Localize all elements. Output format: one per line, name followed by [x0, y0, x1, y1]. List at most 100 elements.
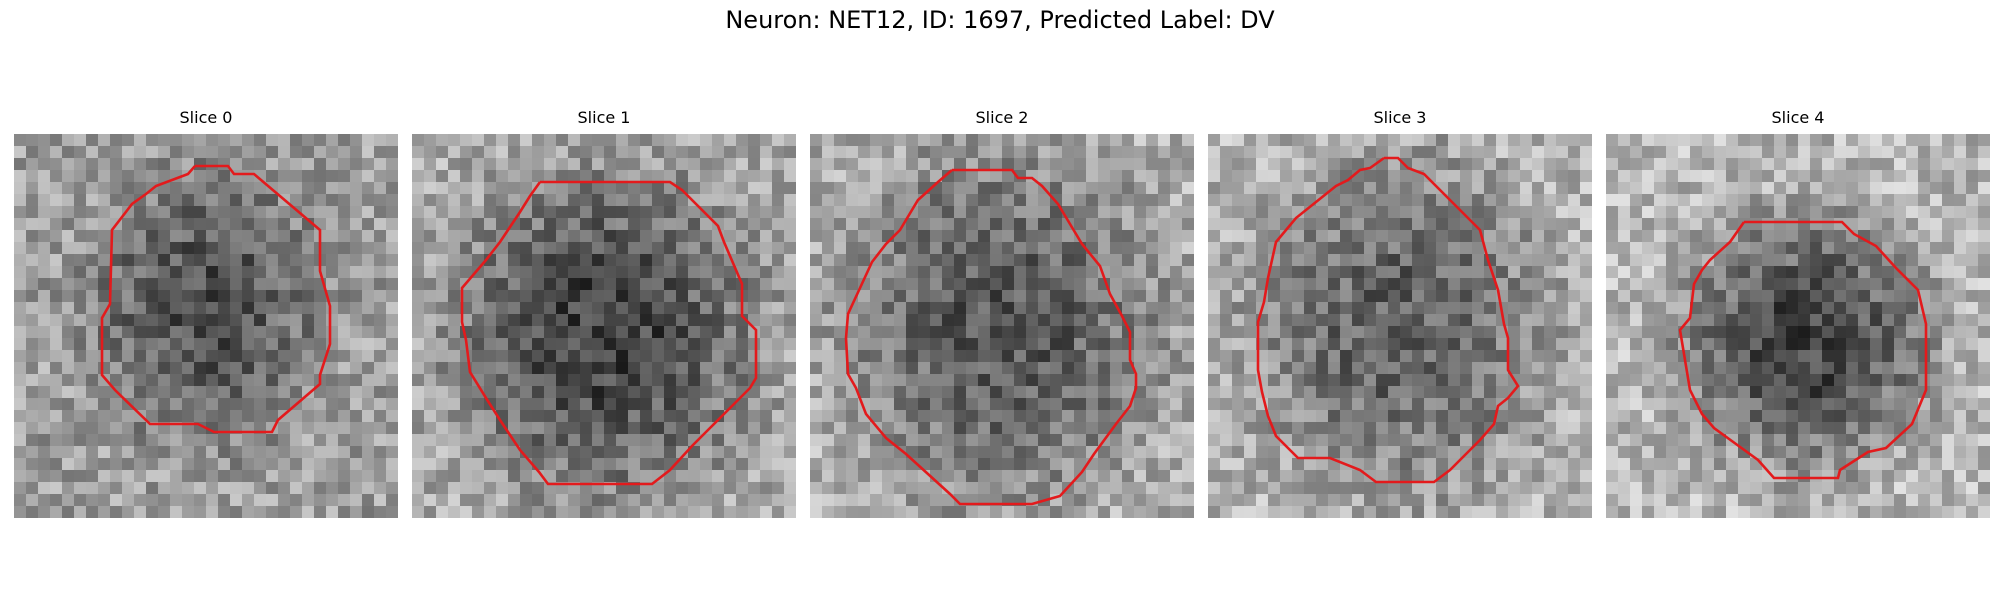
pixel: [1798, 278, 1811, 291]
pixel: [1714, 194, 1727, 207]
pixel: [484, 410, 497, 423]
pixel: [1220, 398, 1233, 411]
pixel: [1484, 506, 1497, 518]
pixel: [86, 470, 99, 483]
pixel: [882, 470, 895, 483]
pixel: [1014, 278, 1027, 291]
pixel: [412, 470, 425, 483]
pixel: [1364, 266, 1377, 279]
pixel: [74, 326, 87, 339]
pixel: [700, 182, 713, 195]
pixel: [1292, 314, 1305, 327]
pixel: [1412, 398, 1425, 411]
pixel: [592, 458, 605, 471]
pixel: [436, 362, 449, 375]
pixel: [74, 422, 87, 435]
pixel: [954, 170, 967, 183]
pixel: [1424, 362, 1437, 375]
pixel: [1316, 302, 1329, 315]
pixel: [278, 494, 291, 507]
pixel: [894, 386, 907, 399]
pixel: [194, 170, 207, 183]
pixel: [484, 218, 497, 231]
pixel: [110, 194, 123, 207]
pixel: [822, 254, 835, 267]
pixel: [206, 434, 219, 447]
pixel: [338, 362, 351, 375]
pixel: [604, 470, 617, 483]
pixel: [302, 230, 315, 243]
pixel: [1400, 230, 1413, 243]
pixel: [966, 182, 979, 195]
pixel: [1364, 146, 1377, 159]
pixel: [158, 338, 171, 351]
pixel: [1846, 230, 1859, 243]
pixel: [1472, 170, 1485, 183]
pixel: [374, 338, 387, 351]
pixel: [1544, 302, 1557, 315]
pixel: [724, 278, 737, 291]
pixel: [1280, 506, 1293, 518]
pixel: [1220, 254, 1233, 267]
pixel: [1556, 182, 1569, 195]
pixel: [1014, 338, 1027, 351]
pixel: [640, 422, 653, 435]
pixel: [1182, 338, 1194, 351]
pixel: [386, 206, 398, 219]
pixel: [1750, 194, 1763, 207]
pixel: [74, 242, 87, 255]
pixel: [1436, 314, 1449, 327]
pixel: [122, 362, 135, 375]
pixel: [26, 242, 39, 255]
pixel: [1134, 158, 1147, 171]
pixel: [580, 254, 593, 267]
pixel: [278, 386, 291, 399]
pixel: [1954, 230, 1967, 243]
pixel: [1666, 194, 1679, 207]
pixel: [158, 410, 171, 423]
pixel: [146, 398, 159, 411]
pixel: [1328, 326, 1341, 339]
pixel: [676, 398, 689, 411]
pixel: [966, 362, 979, 375]
pixel: [230, 314, 243, 327]
pixel: [26, 482, 39, 495]
pixel: [1520, 170, 1533, 183]
pixel: [206, 446, 219, 459]
pixel: [906, 266, 919, 279]
pixel: [302, 314, 315, 327]
pixel: [1556, 254, 1569, 267]
pixel: [362, 242, 375, 255]
pixel: [1388, 242, 1401, 255]
pixel: [1448, 410, 1461, 423]
pixel: [1642, 302, 1655, 315]
pixel: [1400, 254, 1413, 267]
pixel: [38, 266, 51, 279]
pixel: [1654, 302, 1667, 315]
pixel: [472, 326, 485, 339]
pixel: [508, 134, 521, 147]
pixel: [448, 206, 461, 219]
pixel: [1618, 218, 1631, 231]
pixel: [194, 470, 207, 483]
pixel: [748, 422, 761, 435]
pixel: [1726, 446, 1739, 459]
pixel: [362, 302, 375, 315]
pixel: [1244, 158, 1257, 171]
slice-title-2: Slice 2: [975, 108, 1029, 127]
pixel: [1412, 434, 1425, 447]
pixel: [1642, 254, 1655, 267]
pixel: [242, 278, 255, 291]
pixel: [412, 170, 425, 183]
pixel: [1158, 338, 1171, 351]
pixel: [1580, 446, 1592, 459]
pixel: [1484, 446, 1497, 459]
pixel: [1110, 314, 1123, 327]
pixel: [460, 158, 473, 171]
pixel: [1606, 170, 1619, 183]
pixel: [954, 230, 967, 243]
pixel: [254, 446, 267, 459]
pixel: [834, 446, 847, 459]
pixel: [1508, 494, 1521, 507]
pixel: [1002, 482, 1015, 495]
